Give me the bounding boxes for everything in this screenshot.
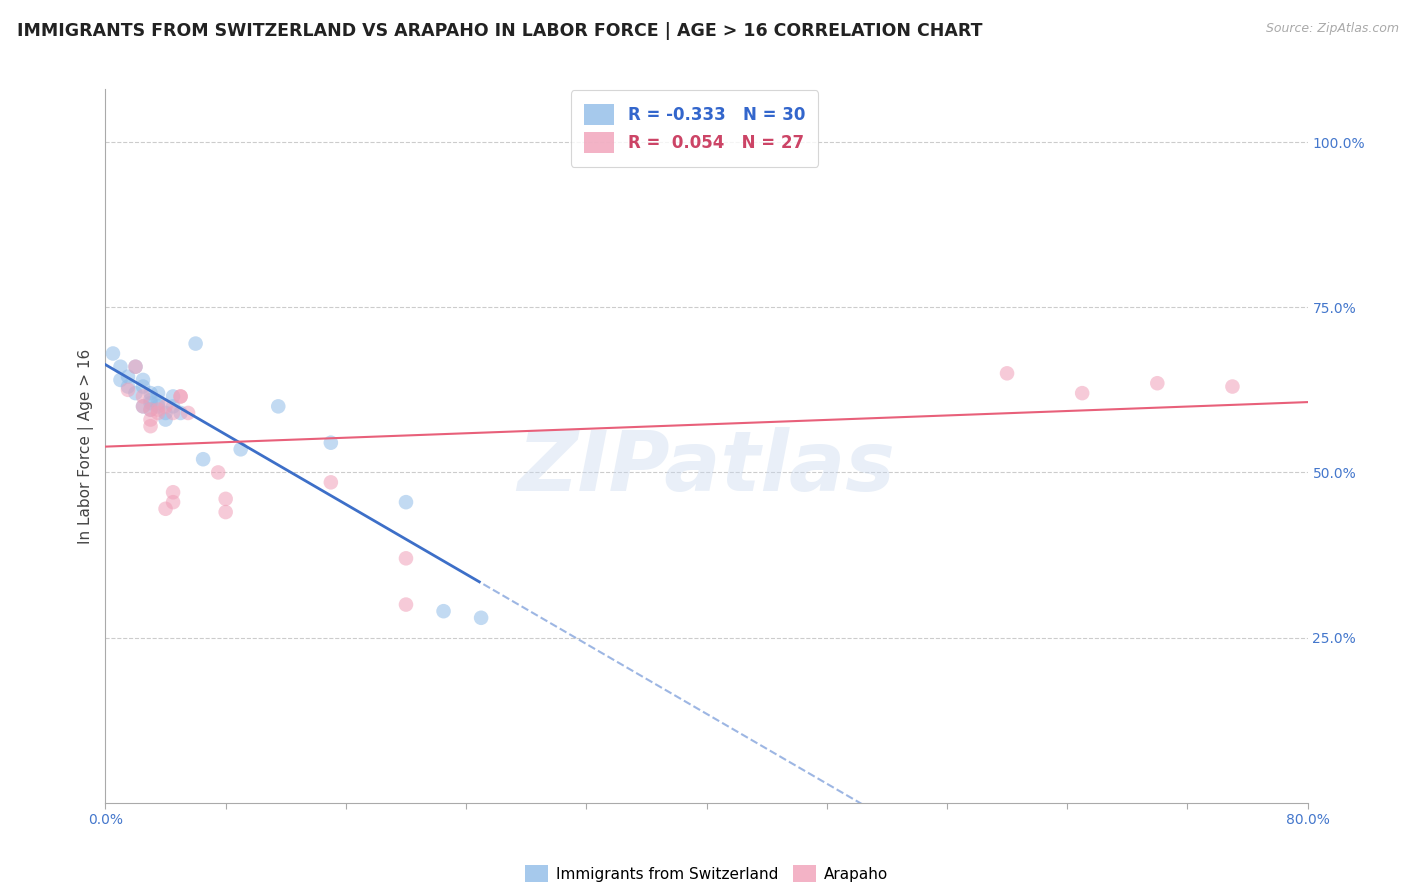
Point (155, 400, 177, 414)
Point (162, 389, 184, 403)
Point (191, 452, 214, 467)
Point (1146, 376, 1168, 391)
Point (162, 485, 184, 500)
Point (146, 402, 169, 417)
Point (155, 501, 177, 516)
Point (155, 406, 177, 420)
Point (319, 435, 342, 450)
Point (124, 386, 146, 401)
Legend: Immigrants from Switzerland, Arapaho: Immigrants from Switzerland, Arapaho (519, 859, 894, 888)
Point (995, 367, 1018, 381)
Point (139, 402, 162, 417)
Point (139, 392, 162, 407)
Point (162, 400, 184, 414)
Point (432, 604, 454, 618)
Point (124, 359, 146, 374)
Point (139, 412, 162, 426)
Point (132, 400, 155, 414)
Point (214, 505, 236, 519)
Point (214, 491, 236, 506)
Text: IMMIGRANTS FROM SWITZERLAND VS ARAPAHO IN LABOR FORCE | AGE > 16 CORRELATION CHA: IMMIGRANTS FROM SWITZERLAND VS ARAPAHO I… (17, 22, 983, 40)
Point (319, 475, 342, 490)
Point (1222, 379, 1244, 393)
Point (132, 389, 155, 403)
Point (169, 406, 191, 420)
Point (267, 400, 290, 414)
Point (395, 495, 418, 509)
Point (146, 400, 169, 414)
Point (117, 369, 139, 384)
Point (124, 359, 146, 374)
Point (395, 551, 418, 566)
Point (132, 400, 155, 414)
Point (169, 389, 191, 403)
Point (470, 611, 492, 625)
Point (146, 396, 169, 410)
Point (132, 373, 155, 387)
Point (146, 406, 169, 420)
Point (110, 373, 132, 387)
Point (139, 396, 162, 410)
Point (155, 412, 177, 426)
Point (139, 419, 162, 434)
Point (110, 359, 132, 374)
Point (132, 379, 155, 393)
Point (162, 495, 184, 509)
Point (117, 379, 139, 393)
Point (184, 336, 207, 351)
Text: Source: ZipAtlas.com: Source: ZipAtlas.com (1265, 22, 1399, 36)
Text: ZIPatlas: ZIPatlas (517, 427, 896, 508)
Point (1071, 386, 1094, 401)
Point (101, 346, 124, 360)
Point (117, 383, 139, 397)
Point (139, 402, 162, 417)
Point (169, 389, 191, 403)
Point (229, 442, 252, 457)
Point (162, 406, 184, 420)
Point (177, 406, 200, 420)
Point (139, 386, 162, 401)
Point (395, 598, 418, 612)
Point (146, 386, 169, 401)
Point (207, 466, 229, 480)
Y-axis label: In Labor Force | Age > 16: In Labor Force | Age > 16 (79, 349, 94, 543)
